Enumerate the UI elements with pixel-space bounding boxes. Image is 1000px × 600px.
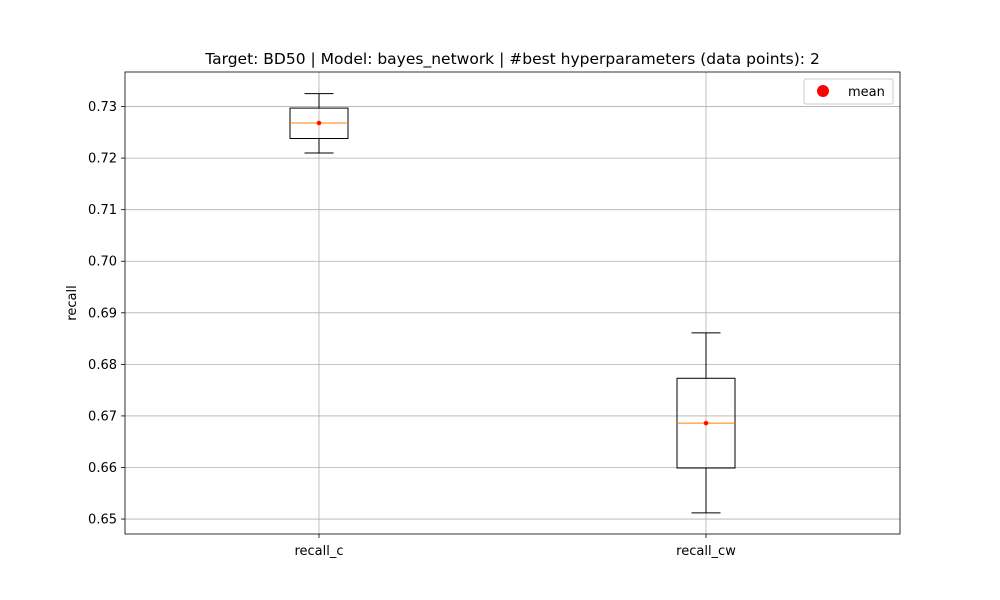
mean-marker <box>316 120 322 126</box>
box-recall_cw <box>676 332 736 514</box>
box-recall_c <box>289 93 349 154</box>
legend-mean-marker <box>817 85 829 97</box>
legend: mean <box>803 78 894 105</box>
y-tick-label: 0.65 <box>88 513 117 528</box>
y-tick-label: 0.68 <box>88 358 117 373</box>
boxes <box>289 93 736 514</box>
y-tick-label: 0.70 <box>88 255 117 270</box>
legend-frame <box>803 78 894 105</box>
y-tick-label: 0.73 <box>88 100 117 115</box>
x-tick-label: recall_cw <box>676 544 736 559</box>
y-tick-label: 0.71 <box>88 203 117 218</box>
axes: 0.65 0.66 0.67 0.68 0.69 0.70 0.71 0.72 0.73 reca… <box>88 71 901 559</box>
plot-frame <box>124 71 901 535</box>
chart-title: Target: BD50 | Model: bayes_network | #b… <box>204 50 820 69</box>
y-axis-label: recall <box>65 285 80 320</box>
y-tick-label: 0.67 <box>88 409 117 424</box>
x-tick-label: recall_c <box>294 544 343 559</box>
y-tick-label: 0.72 <box>88 152 117 167</box>
y-tick-label: 0.69 <box>88 306 117 321</box>
grid <box>125 72 900 534</box>
legend-mean-label: mean <box>848 85 885 100</box>
y-tick-label: 0.66 <box>88 461 117 476</box>
mean-marker <box>703 420 709 426</box>
